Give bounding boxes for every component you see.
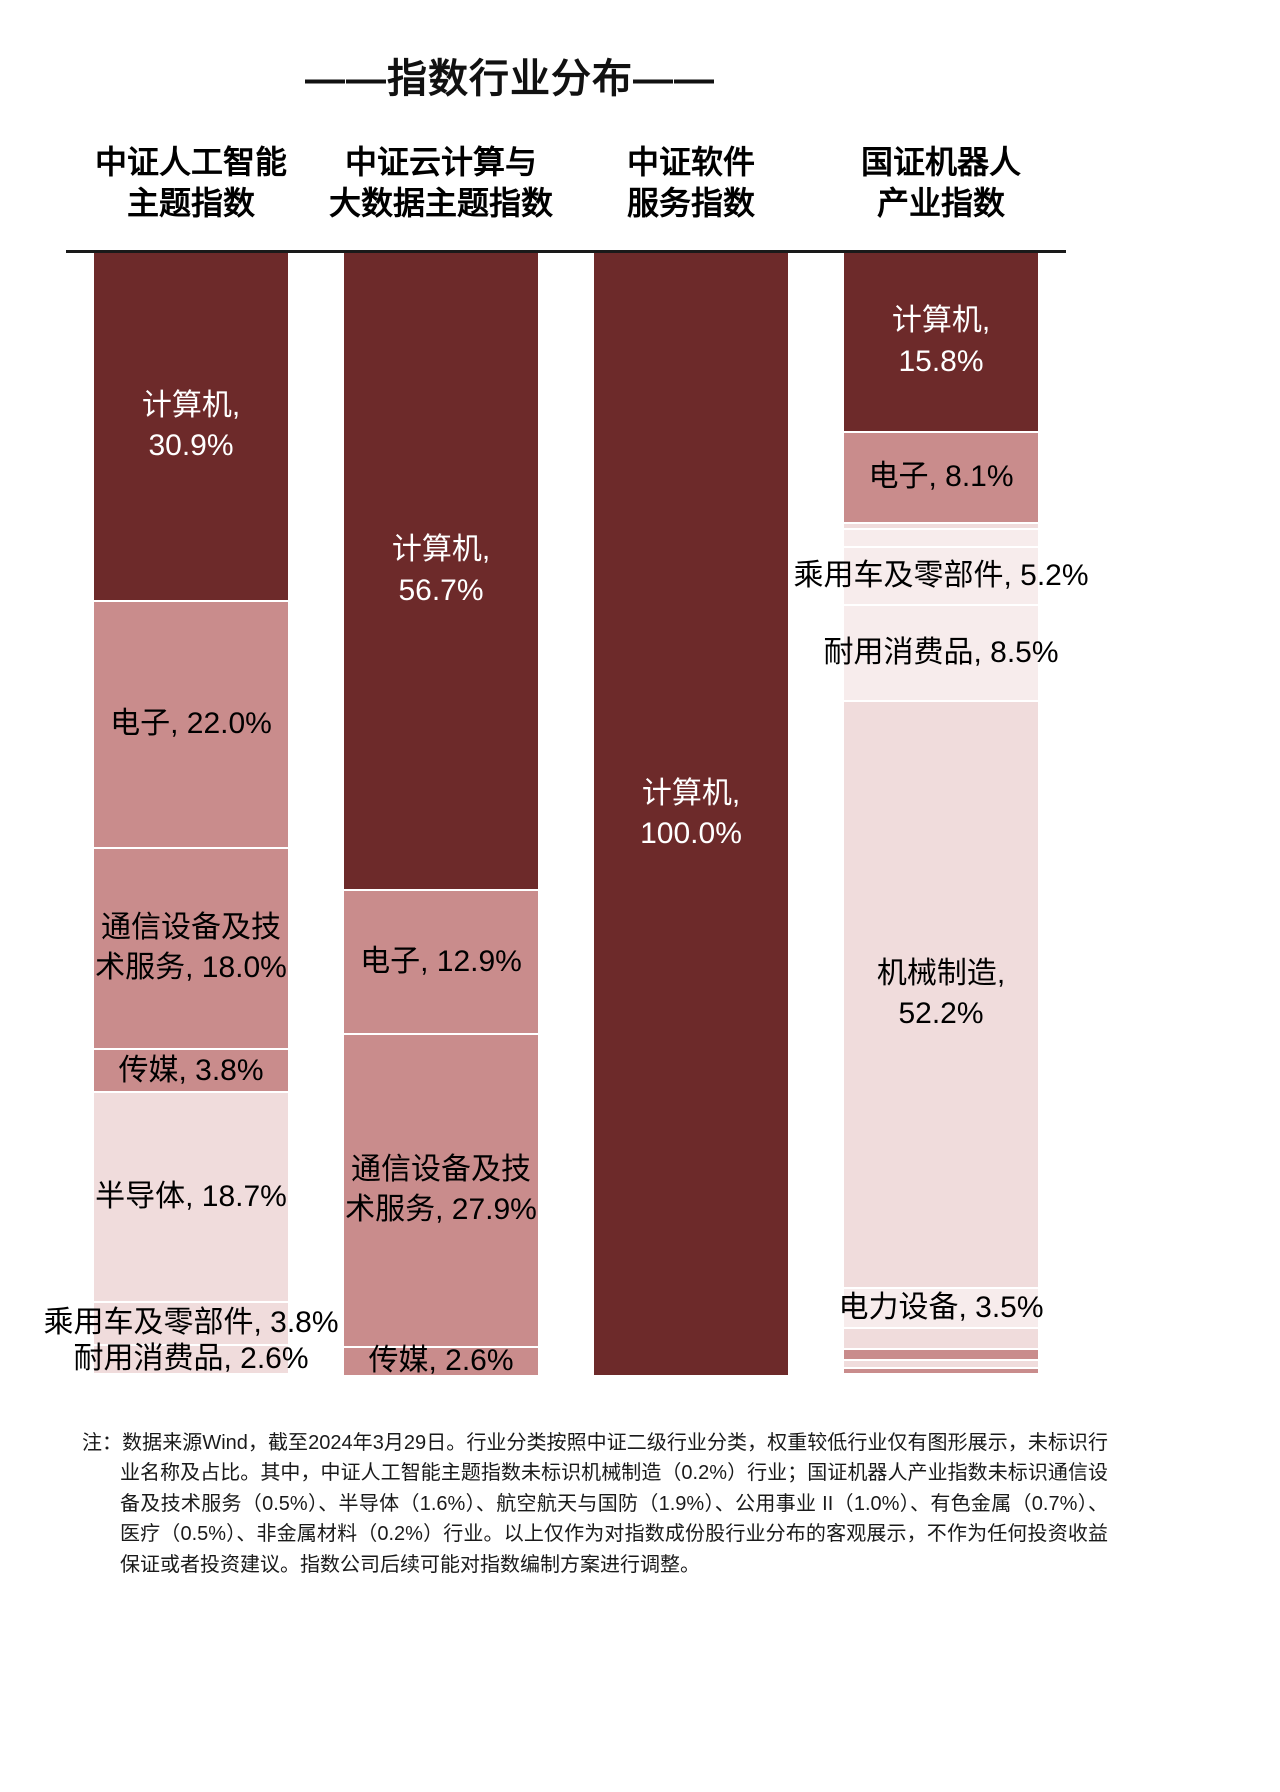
segment-label: 电子, 8.1% bbox=[868, 460, 1014, 494]
stacked-bar-chart: 中证人工智能 主题指数 中证云计算与 大数据主题指数 中证软件 服务指数 国证机器人 … bbox=[43, 0, 1089, 1390]
segment-label: 通信设备及技 术服务, 27.9% bbox=[345, 1152, 537, 1227]
segment-label: 计算机, 100.0% bbox=[640, 776, 742, 851]
bar-segment: 乘用车及零部件, 3.8% bbox=[43, 1300, 339, 1344]
bar-segment: 通信设备及技 术服务, 27.9% bbox=[344, 1033, 538, 1346]
segment-label: 通信设备及技 术服务, 18.0% bbox=[95, 910, 287, 985]
bar-segment: 计算机, 100.0% bbox=[594, 253, 788, 1375]
bar-column: 计算机, 100.0% bbox=[566, 253, 816, 1375]
segment-label: 计算机, 15.8% bbox=[891, 304, 991, 378]
column-headers: 中证人工智能 主题指数 中证云计算与 大数据主题指数 中证软件 服务指数 国证机器人 … bbox=[66, 142, 1066, 224]
column-header: 中证人工智能 主题指数 bbox=[94, 144, 287, 221]
segment-label: 计算机, 56.7% bbox=[391, 533, 491, 607]
segment-label: 电力设备, 3.5% bbox=[838, 1290, 1044, 1324]
stacked-bar: 计算机, 56.7% 电子, 12.9% 通信设备及技 术服务, 27.9% 传媒, … bbox=[344, 253, 538, 1377]
axis-line bbox=[66, 250, 1066, 253]
bar-segment: 电子, 22.0% bbox=[94, 599, 288, 847]
bar-segment: 计算机, 15.8% bbox=[844, 253, 1038, 431]
bar-column: 计算机, 56.7% 电子, 12.9% 通信设备及技 术服务, 27.9% 传媒, … bbox=[316, 253, 566, 1377]
bar-segment: 计算机, 56.7% bbox=[344, 253, 538, 889]
column-header: 中证软件 服务指数 bbox=[626, 144, 755, 221]
segment-label: 乘用车及零部件, 5.2% bbox=[793, 558, 1089, 592]
segment-label: 耐用消费品, 8.5% bbox=[823, 635, 1059, 669]
footnote: 注：数据来源Wind，截至2024年3月29日。行业分类按照中证二级行业分类，权… bbox=[82, 1432, 1108, 1576]
segment-label: 乘用车及零部件, 3.8% bbox=[43, 1305, 339, 1339]
bar-segment bbox=[94, 1372, 288, 1375]
bar-segment bbox=[844, 1367, 1038, 1373]
segment-label: 电子, 22.0% bbox=[110, 706, 272, 740]
bar-segment bbox=[844, 1372, 1038, 1375]
bar-segment: 乘用车及零部件, 5.2% bbox=[793, 545, 1089, 605]
bar-segment bbox=[844, 1359, 1038, 1368]
bars-row: 计算机, 30.9% 电子, 22.0% 通信设备及技 术服务, 18.0% 传媒, … bbox=[43, 253, 1089, 1377]
segment-label: 计算机, 30.9% bbox=[141, 388, 241, 463]
bar-segment: 半导体, 18.7% bbox=[94, 1091, 288, 1301]
column-header: 国证机器人 产业指数 bbox=[860, 144, 1021, 221]
bar-segment: 耐用消费品, 2.6% bbox=[73, 1342, 308, 1375]
segment-label: 半导体, 18.7% bbox=[95, 1179, 287, 1213]
stacked-bar: 计算机, 30.9% 电子, 22.0% 通信设备及技 术服务, 18.0% 传媒, … bbox=[43, 253, 339, 1375]
bar-segment: 电子, 8.1% bbox=[844, 430, 1038, 522]
stacked-bar: 计算机, 15.8% 电子, 8.1% 乘用车及零部件, 5.2% 耐用消费品, 8.… bbox=[793, 253, 1089, 1375]
bar-segment: 传媒, 2.6% bbox=[344, 1344, 538, 1377]
bar-segment: 耐用消费品, 8.5% bbox=[823, 604, 1059, 700]
bar-segment: 通信设备及技 术服务, 18.0% bbox=[94, 846, 288, 1049]
bar-segment bbox=[844, 521, 1038, 528]
bar-segment bbox=[844, 1326, 1038, 1348]
segment-label: 电子, 12.9% bbox=[360, 944, 522, 978]
bar-segment: 计算机, 30.9% bbox=[94, 253, 288, 600]
bar-column: 计算机, 15.8% 电子, 8.1% 乘用车及零部件, 5.2% 耐用消费品, 8.… bbox=[793, 253, 1089, 1375]
bar-segment: 电力设备, 3.5% bbox=[838, 1287, 1044, 1327]
bar-segment bbox=[844, 1347, 1038, 1360]
stacked-bar: 计算机, 100.0% bbox=[594, 253, 788, 1375]
chart-title: ——指数行业分布—— bbox=[305, 57, 715, 101]
bar-segment: 电子, 12.9% bbox=[344, 888, 538, 1034]
bar-segment: 机械制造, 52.2% bbox=[844, 699, 1038, 1288]
segment-label: 传媒, 3.8% bbox=[118, 1053, 264, 1087]
bar-segment: 传媒, 3.8% bbox=[94, 1048, 288, 1092]
column-header: 中证云计算与 大数据主题指数 bbox=[328, 144, 553, 221]
bar-column: 计算机, 30.9% 电子, 22.0% 通信设备及技 术服务, 18.0% 传媒, … bbox=[43, 253, 339, 1375]
bar-segment bbox=[844, 527, 1038, 546]
segment-label: 传媒, 2.6% bbox=[368, 1344, 514, 1378]
segment-label: 机械制造, 52.2% bbox=[876, 956, 1006, 1031]
